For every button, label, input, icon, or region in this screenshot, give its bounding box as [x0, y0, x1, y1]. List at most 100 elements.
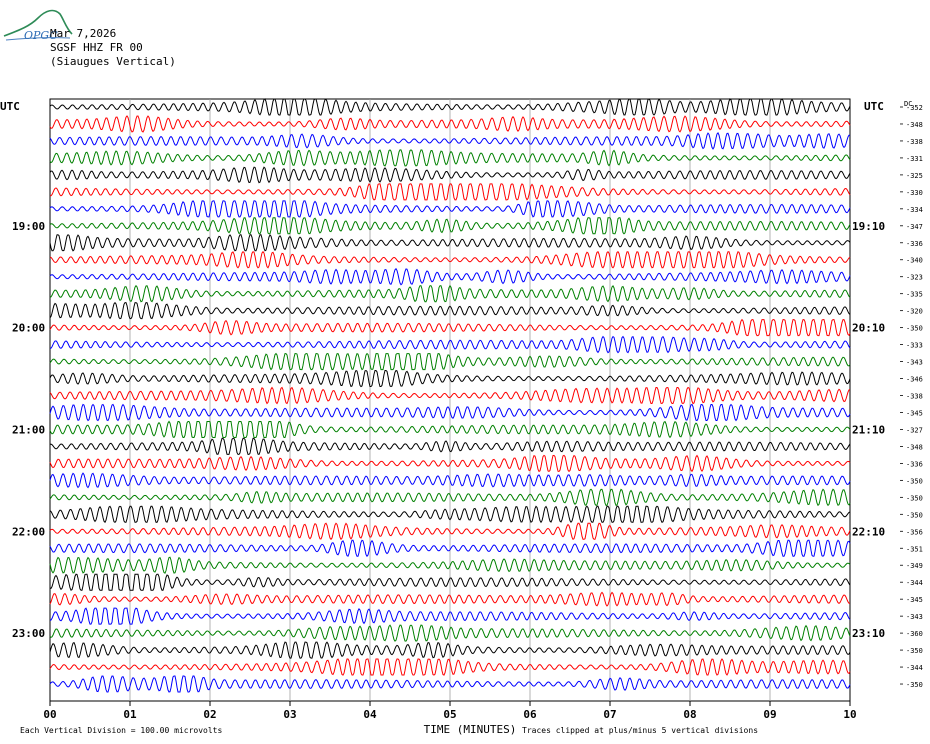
right-hour-label: 20:10 — [852, 322, 885, 335]
dc-offset-label: -344 — [906, 579, 923, 587]
x-tick-label: 03 — [283, 708, 296, 721]
dc-offset-label: -334 — [906, 206, 923, 214]
x-tick-label: 02 — [203, 708, 216, 721]
dc-offset-label: -351 — [906, 545, 923, 553]
dc-offset-label: -338 — [906, 138, 923, 146]
axis-labels: 00 01 02 03 04 05 06 07 08 09 10 TIME (MINUTES) Each… — [0, 100, 923, 736]
date-label: Mar 7,2026 — [50, 27, 117, 40]
trace-line — [49, 472, 851, 489]
dc-offset-label: -360 — [906, 630, 923, 638]
footer-right-note: Traces clipped at plus/minus 5 vertical … — [522, 726, 758, 735]
x-tick-label: 04 — [363, 708, 377, 721]
grid-lines — [49, 98, 851, 706]
dc-offset-label: -350 — [906, 325, 923, 333]
trace-line — [49, 250, 851, 269]
x-tick-label: 06 — [523, 708, 537, 721]
station-label: SGSF HHZ FR 00 — [50, 41, 143, 54]
trace-line — [49, 369, 851, 388]
trace-line — [49, 301, 851, 320]
dc-offset-label: -352 — [906, 104, 923, 112]
dc-offset-label: -331 — [906, 155, 923, 163]
dc-offset-label: -345 — [906, 596, 923, 604]
left-hour-label: 23:00 — [12, 627, 45, 640]
right-hour-label: 23:10 — [852, 627, 885, 640]
dc-offset-label: -348 — [906, 121, 923, 129]
trace-line — [49, 166, 851, 184]
dc-offset-label: -335 — [906, 291, 923, 299]
left-hour-label: 22:00 — [12, 525, 45, 538]
dc-offset-label: -349 — [906, 562, 923, 570]
dc-offset-label: -336 — [906, 240, 923, 248]
right-utc-label: UTC — [864, 100, 884, 113]
trace-line — [49, 505, 851, 524]
dc-offset-label: -320 — [906, 308, 923, 316]
dc-offset-label: -343 — [906, 359, 923, 367]
traces — [49, 98, 851, 693]
dc-offset-label: -348 — [906, 443, 923, 451]
dc-offset-label: -346 — [906, 376, 923, 384]
location-label: (Siaugues Vertical) — [50, 55, 176, 68]
trace-line — [49, 437, 851, 456]
dc-offset-label: -350 — [906, 477, 923, 485]
trace-line — [49, 115, 851, 133]
dc-offset-label: -327 — [906, 426, 923, 434]
x-tick-label: 01 — [123, 708, 137, 721]
trace-line — [49, 318, 851, 337]
dc-header-label: DC — [904, 100, 912, 108]
right-hour-label: 22:10 — [852, 525, 885, 538]
trace-line — [49, 522, 851, 541]
trace-line — [49, 183, 851, 201]
x-tick-label: 08 — [683, 708, 696, 721]
trace-line — [49, 352, 851, 371]
dc-offset-label: -350 — [906, 494, 923, 502]
opgc-logo: OPGC — [3, 9, 73, 42]
footer-left-note: Each Vertical Division = 100.00 microvol… — [20, 726, 222, 735]
x-tick-label: 05 — [443, 708, 456, 721]
left-hour-label: 19:00 — [12, 220, 45, 233]
x-tick-label: 10 — [843, 708, 856, 721]
dc-offset-label: -333 — [906, 342, 923, 350]
trace-line — [49, 658, 851, 676]
dc-offset-label: -350 — [906, 511, 923, 519]
trace-line — [49, 335, 851, 354]
dc-offset-label: -344 — [906, 664, 923, 672]
trace-line — [49, 556, 851, 574]
dc-offset-label: -345 — [906, 409, 923, 417]
dc-offset-label: -356 — [906, 528, 923, 536]
logo-mountain-curve — [3, 9, 73, 37]
trace-line — [49, 217, 851, 235]
left-hour-label: 20:00 — [12, 322, 45, 335]
trace-line — [49, 675, 851, 693]
dc-offset-label: -338 — [906, 393, 923, 401]
trace-line — [49, 386, 851, 405]
dc-offset-label: -347 — [906, 223, 923, 231]
dc-offset-label: -336 — [906, 460, 923, 468]
trace-line — [49, 454, 851, 473]
x-axis-title: TIME (MINUTES) — [424, 723, 517, 736]
dc-offset-label: -350 — [906, 681, 923, 689]
trace-line — [49, 607, 851, 625]
dc-offset-label: -350 — [906, 647, 923, 655]
dc-offset-label: -323 — [906, 274, 923, 282]
trace-line — [49, 641, 851, 659]
trace-line — [49, 420, 851, 439]
trace-line — [49, 624, 851, 642]
trace-line — [49, 403, 851, 422]
trace-line — [49, 591, 851, 607]
logo-underline — [5, 37, 71, 41]
dc-offset-label: -325 — [906, 172, 923, 180]
left-hour-label: 21:00 — [12, 423, 45, 436]
trace-line — [49, 573, 851, 591]
trace-line — [49, 98, 851, 116]
trace-line — [49, 200, 851, 218]
right-hour-label: 19:10 — [852, 220, 885, 233]
dc-offset-label: -340 — [906, 257, 923, 265]
trace-line — [49, 539, 851, 558]
x-tick-label: 09 — [763, 708, 776, 721]
trace-line — [49, 488, 851, 507]
logo-text: OPGC — [24, 29, 58, 42]
trace-line — [49, 132, 851, 150]
dc-offset-label: -343 — [906, 613, 923, 621]
dc-offset-label: -330 — [906, 189, 923, 197]
